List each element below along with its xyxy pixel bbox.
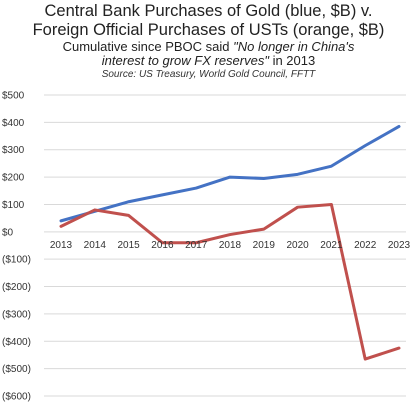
x-tick-label: 2019 bbox=[253, 240, 276, 251]
y-tick-label: ($100) bbox=[2, 255, 31, 266]
chart-subtitle-prefix: Cumulative since PBOC said bbox=[62, 38, 234, 54]
y-tick-label: $300 bbox=[2, 145, 25, 156]
y-tick-label: $500 bbox=[2, 91, 25, 102]
series-line-2 bbox=[59, 202, 401, 361]
x-tick-label: 2016 bbox=[151, 240, 174, 251]
x-tick-label: 2014 bbox=[84, 240, 107, 251]
x-tick-label: 2022 bbox=[354, 240, 377, 251]
y-tick-label: $0 bbox=[2, 227, 14, 238]
y-tick-label: $200 bbox=[2, 173, 25, 184]
x-tick-label: 2015 bbox=[117, 240, 140, 251]
series-lines bbox=[59, 124, 401, 361]
y-tick-label: $100 bbox=[2, 200, 25, 211]
chart-source: Source: US Treasury, World Gold Council,… bbox=[101, 69, 316, 81]
chart-title-line-2: Foreign Official Purchases of USTs (oran… bbox=[32, 20, 385, 39]
chart-subtitle-line-1: Cumulative since PBOC said "No longer in… bbox=[0, 38, 417, 55]
y-tick-label: ($400) bbox=[2, 337, 31, 348]
chart-title-line-1: Central Bank Purchases of Gold (blue, $B… bbox=[44, 2, 373, 20]
x-tick-label: 2023 bbox=[388, 240, 411, 251]
y-tick-label: ($300) bbox=[2, 309, 31, 320]
chart-title-block: Central Bank Purchases of Gold (blue, $B… bbox=[0, 2, 417, 81]
y-axis-tick-labels: $500 $400 $300 $200 $100 $0 ($100) ($200) ($300)… bbox=[2, 91, 31, 403]
chart-subtitle-quote-end: interest to grow FX reserves" bbox=[101, 53, 269, 69]
series-line-1 bbox=[59, 124, 401, 223]
chart-subtitle-suffix: in 2013 bbox=[268, 53, 316, 69]
gridlines bbox=[44, 94, 406, 397]
chart-subtitle-quote-start: "No longer in China's bbox=[233, 38, 355, 54]
chart-subtitle-line-2: interest to grow FX reserves" in 2013 bbox=[0, 54, 417, 69]
y-tick-label: ($500) bbox=[2, 364, 31, 375]
x-tick-label: 2017 bbox=[185, 240, 208, 251]
x-axis-tick-labels: 2013 2014 2015 2016 2017 2018 2019 2020 2021 2022… bbox=[50, 240, 411, 251]
x-tick-label: 2021 bbox=[320, 240, 343, 251]
x-tick-label: 2013 bbox=[50, 240, 73, 251]
y-tick-label: ($200) bbox=[2, 282, 31, 293]
x-tick-label: 2020 bbox=[286, 240, 309, 251]
y-tick-label: $400 bbox=[2, 118, 25, 129]
y-tick-label: ($600) bbox=[2, 392, 31, 403]
x-tick-label: 2018 bbox=[219, 240, 242, 251]
